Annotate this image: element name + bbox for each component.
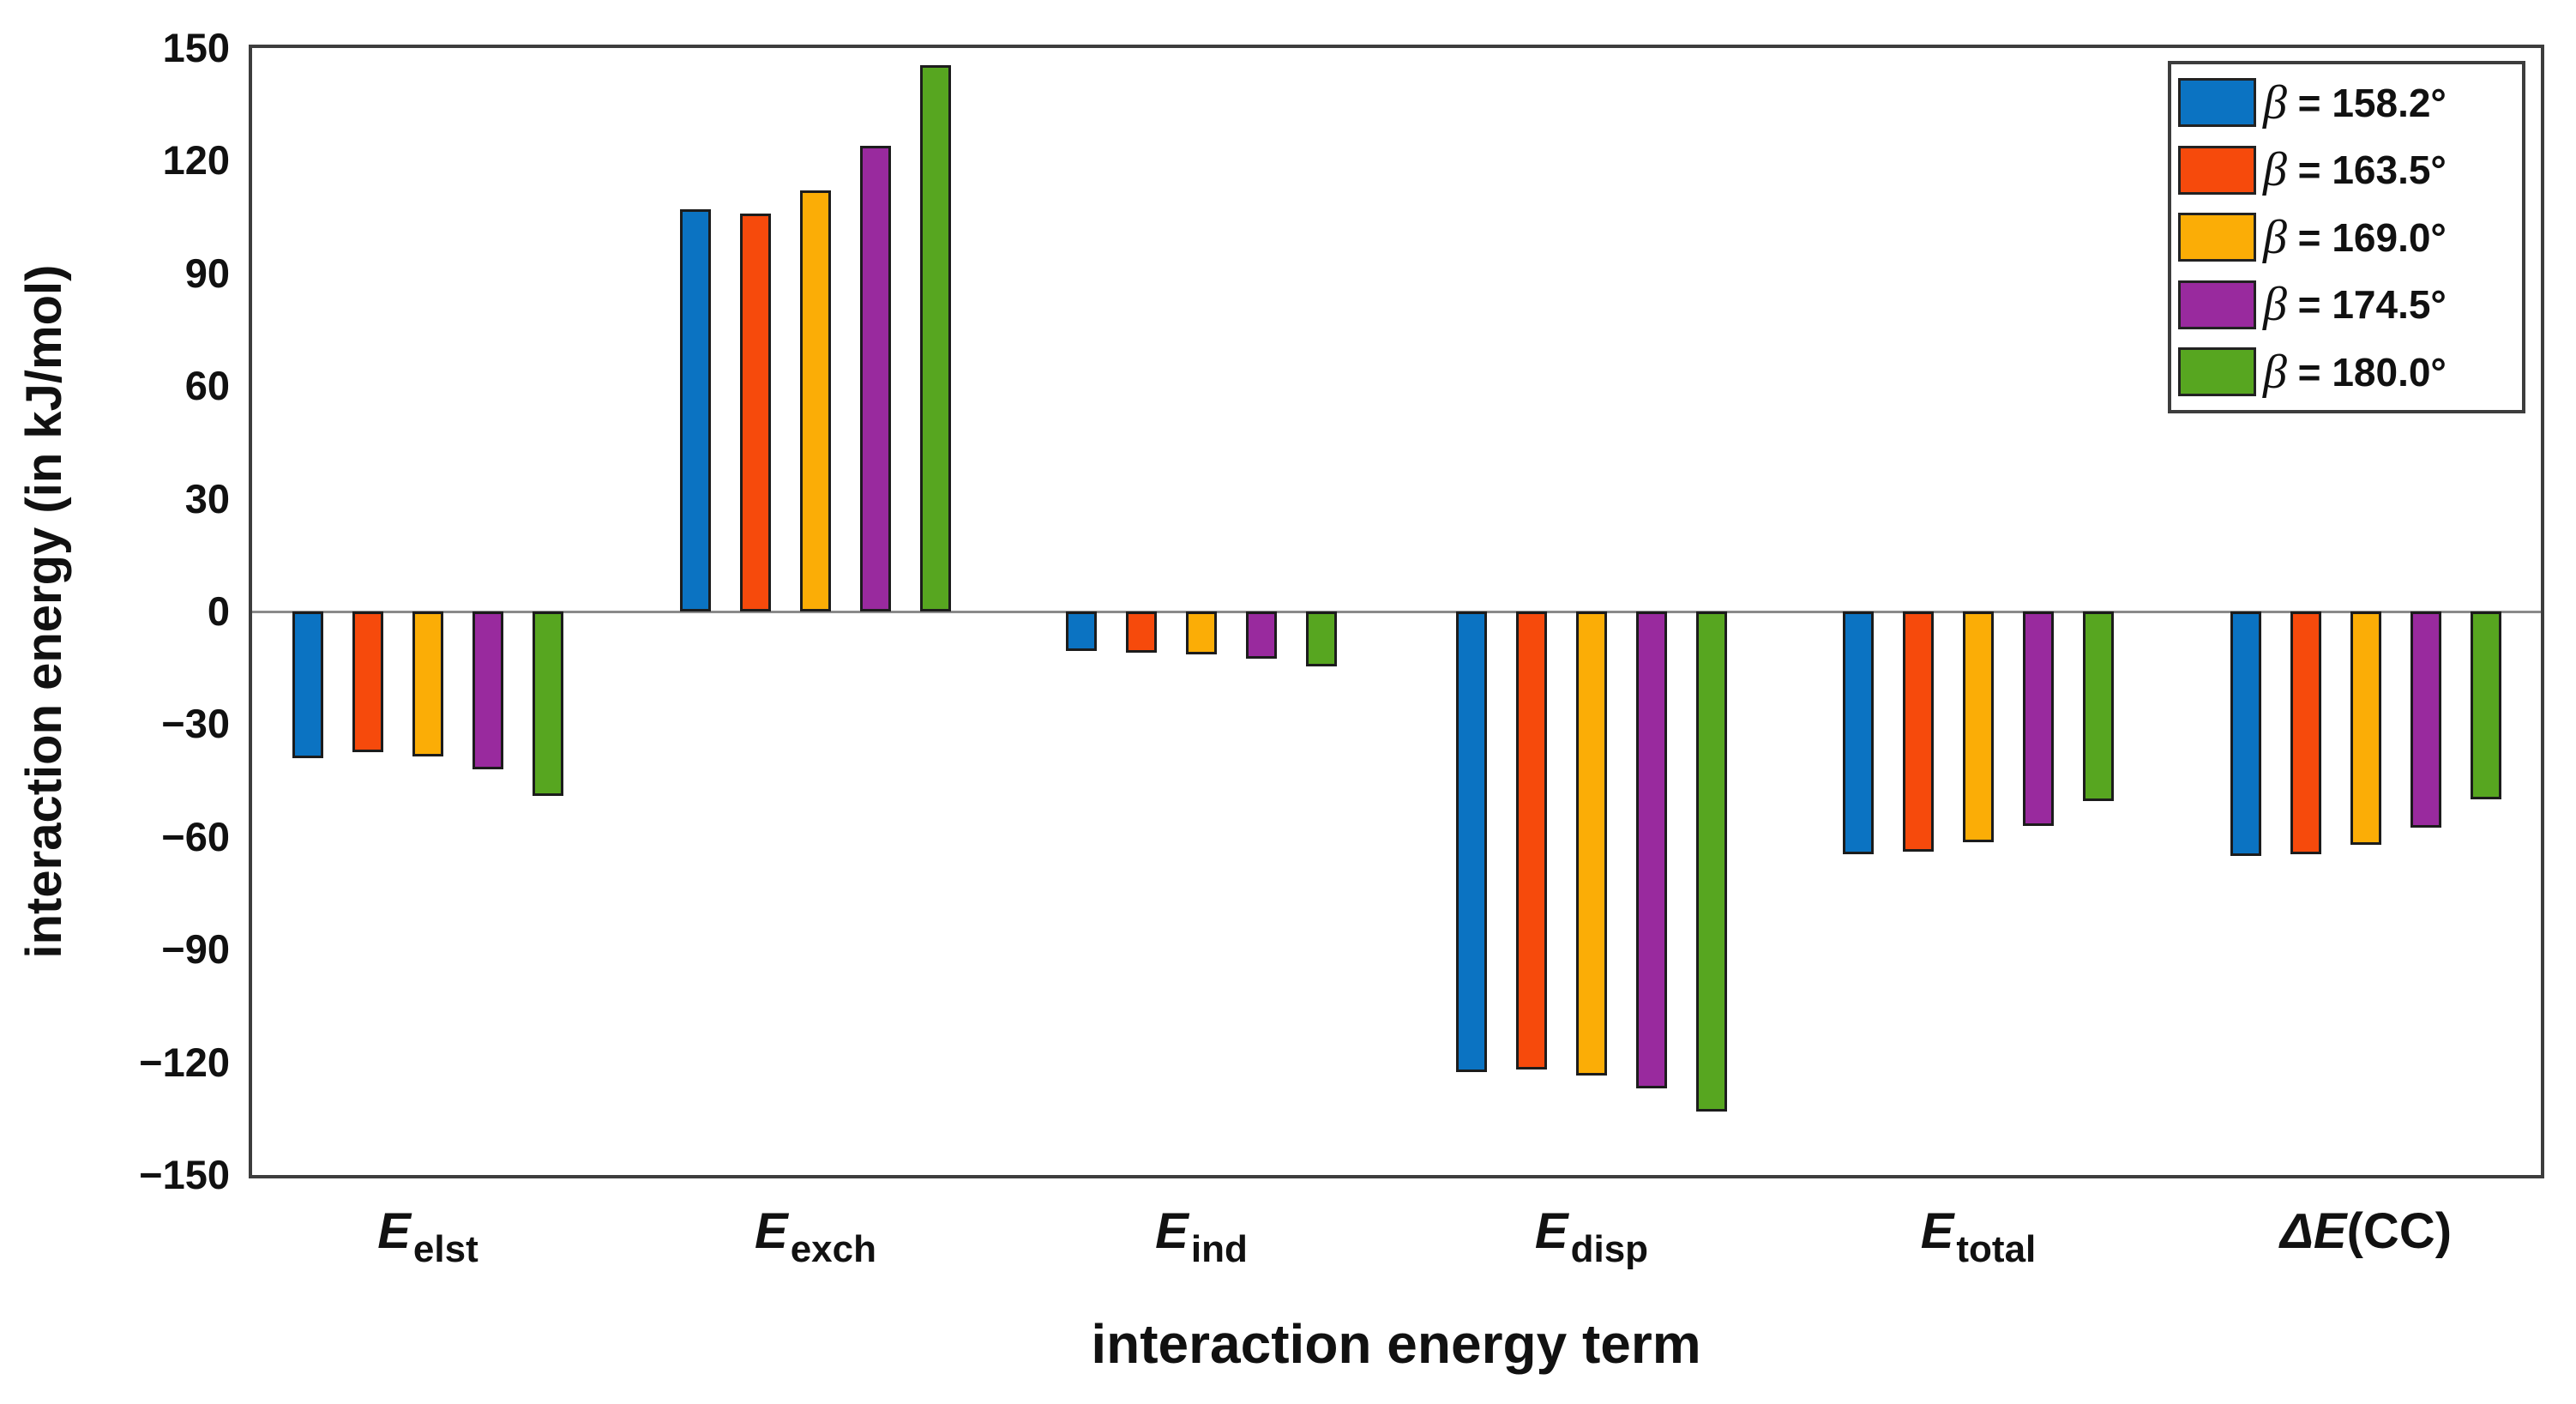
bar — [1516, 612, 1547, 1070]
x-axis-label: interaction energy term — [1091, 1313, 1701, 1375]
y-tick-label: −30 — [161, 701, 230, 747]
y-tick-label: 90 — [184, 250, 230, 296]
plot-area — [249, 45, 2544, 1178]
x-category-main: E — [2313, 1203, 2347, 1259]
y-tick-label: −120 — [139, 1039, 230, 1085]
x-category-label: ΔE(CC) — [2152, 1202, 2576, 1260]
legend-swatch — [2178, 78, 2256, 127]
bar — [740, 213, 771, 612]
zero-line — [252, 611, 2541, 613]
x-category-sub: total — [1956, 1228, 2037, 1270]
x-category-main: E — [1155, 1203, 1189, 1259]
bar — [1186, 612, 1217, 655]
y-tick-label: 120 — [162, 137, 230, 184]
x-category-main: E — [755, 1203, 788, 1259]
bar — [412, 612, 443, 756]
x-category-main: E — [1920, 1203, 1954, 1259]
legend-swatch — [2178, 213, 2256, 262]
bar — [680, 209, 711, 612]
bar — [1636, 612, 1667, 1089]
bar — [2350, 612, 2381, 845]
legend-beta-symbol: β — [2263, 278, 2287, 331]
x-category-post: (CC) — [2346, 1203, 2453, 1259]
x-category-sub: exch — [790, 1228, 876, 1270]
x-category-sub: elst — [412, 1228, 478, 1270]
legend-label: = 163.5° — [2286, 148, 2447, 192]
y-tick-label: −150 — [139, 1152, 230, 1197]
y-tick-label: 30 — [184, 475, 230, 521]
y-tick-label: 150 — [162, 25, 230, 70]
bar — [1903, 612, 1934, 853]
x-category-sub: disp — [1570, 1228, 1649, 1270]
x-category-label: Edisp — [1377, 1202, 1806, 1270]
x-category-sub: ind — [1190, 1228, 1248, 1270]
bar — [1066, 612, 1097, 651]
x-category-label: Eelst — [214, 1202, 642, 1270]
legend-row: β = 180.0° — [2178, 340, 2522, 405]
bar — [472, 612, 503, 769]
bar — [1963, 612, 1994, 843]
legend-row: β = 163.5° — [2178, 137, 2522, 202]
y-tick-label: 60 — [184, 363, 230, 409]
legend-label: = 158.2° — [2286, 80, 2447, 125]
bar — [292, 612, 323, 758]
legend-label: = 180.0° — [2286, 349, 2447, 395]
legend-row: β = 158.2° — [2178, 70, 2522, 136]
x-category-main: E — [377, 1203, 411, 1259]
legend-row: β = 169.0° — [2178, 205, 2522, 270]
x-category-pre: Δ — [2279, 1203, 2314, 1259]
y-tick-label: −90 — [161, 926, 230, 973]
bar — [2230, 612, 2261, 856]
legend-beta-symbol: β — [2263, 143, 2287, 196]
bar — [800, 190, 831, 612]
bar — [1246, 612, 1277, 659]
bar — [1306, 612, 1337, 666]
legend: β = 158.2° β = 163.5° β = 169.0° β = 174.5°… — [2168, 61, 2525, 413]
legend-swatch — [2178, 347, 2256, 396]
x-category-main: E — [1534, 1203, 1568, 1259]
legend-label: = 169.0° — [2286, 214, 2447, 260]
bar — [920, 64, 951, 612]
bar — [1696, 612, 1727, 1112]
bar — [1456, 612, 1487, 1072]
bar — [860, 145, 891, 612]
legend-beta-symbol: β — [2263, 75, 2287, 130]
bar — [1126, 612, 1157, 654]
bar — [352, 612, 383, 753]
legend-label: = 174.5° — [2286, 282, 2447, 327]
bar — [1843, 612, 1874, 854]
x-category-label: Eexch — [601, 1202, 1030, 1270]
bar — [2471, 612, 2501, 799]
y-tick-label: 0 — [207, 588, 230, 634]
bar — [1576, 612, 1607, 1076]
bar — [2290, 612, 2321, 854]
bar — [2083, 612, 2114, 802]
x-category-label: Etotal — [1764, 1202, 2193, 1270]
legend-beta-symbol: β — [2263, 345, 2287, 399]
legend-swatch — [2178, 145, 2256, 195]
legend-row: β = 174.5° — [2178, 272, 2522, 337]
legend-swatch — [2178, 280, 2256, 329]
y-tick-label: −60 — [161, 813, 230, 859]
bar — [2410, 612, 2441, 828]
bar — [2023, 612, 2054, 826]
legend-beta-symbol: β — [2263, 210, 2287, 264]
bar — [533, 612, 563, 796]
x-category-label: Eind — [987, 1202, 1416, 1270]
